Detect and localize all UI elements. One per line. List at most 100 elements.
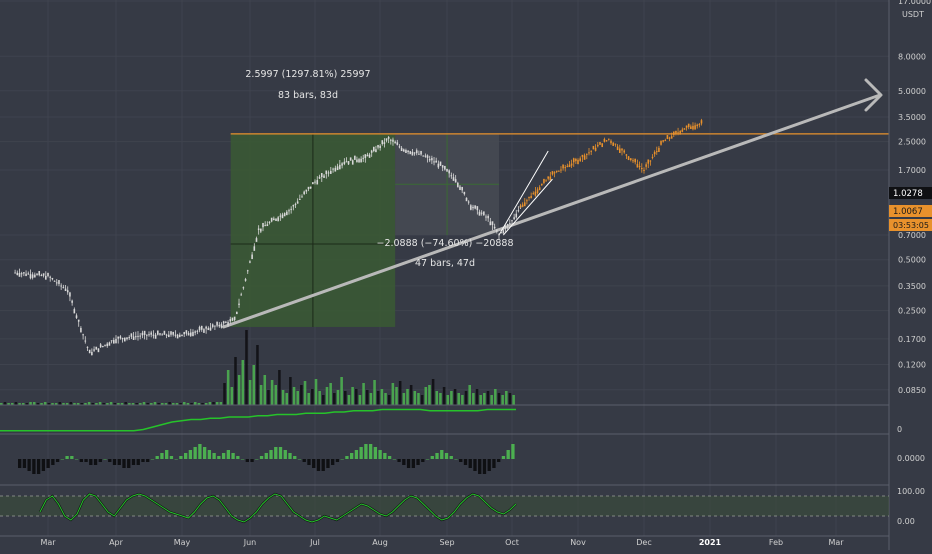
volume-bar-27 (98, 402, 102, 405)
macd-bar-23 (127, 459, 131, 468)
volume-bar-127 (464, 391, 468, 405)
volume-bar-24 (87, 402, 91, 405)
macd-bar-100 (492, 459, 496, 468)
candle-body-123 (283, 213, 286, 217)
time-tick-12: Mar (828, 538, 844, 547)
macd-bar-1 (22, 459, 27, 468)
candle-body-143 (327, 172, 330, 174)
candle-body-214 (480, 212, 483, 214)
projection-candle-body-19 (560, 169, 562, 171)
candle-body-81 (192, 331, 194, 337)
macd-bar-60 (302, 459, 306, 462)
projection-candle-body-8 (536, 189, 539, 193)
projection-candle-body-21 (564, 167, 567, 169)
candle-body-216 (485, 216, 487, 218)
volume-bar-13 (47, 403, 51, 405)
candle-body-114 (264, 225, 266, 227)
volume-bar-86 (314, 379, 318, 405)
candle-body-0 (14, 272, 16, 274)
candle-body-40 (102, 346, 104, 348)
candle-body-78 (185, 330, 188, 334)
macd-bar-42 (217, 456, 221, 459)
volume-bar-23 (84, 403, 87, 405)
macd-bar-87 (430, 456, 434, 459)
projection-candle-body-55 (638, 166, 641, 168)
volume-bar-93 (340, 377, 343, 405)
projection-candle-body-28 (579, 158, 581, 161)
volume-bar-67 (245, 330, 248, 405)
candle-body-110 (255, 238, 258, 242)
candle-body-31 (82, 334, 84, 336)
volume-bar-130 (475, 389, 479, 405)
projection-candle-body-7 (534, 191, 537, 196)
candle-body-12 (40, 274, 43, 276)
volume-bar-88 (322, 395, 325, 405)
macd-bar-58 (293, 456, 297, 459)
projection-candle-body-26 (575, 158, 577, 162)
volume-bar-1 (3, 402, 7, 405)
price-candles (14, 135, 522, 356)
candle-body-163 (370, 150, 373, 153)
volume-bar-100 (365, 390, 369, 405)
candle-body-102 (238, 303, 240, 305)
candle-body-4 (23, 272, 25, 274)
candle-body-17 (51, 277, 54, 280)
projection-candle-body-69 (668, 137, 671, 139)
candle-body-111 (257, 228, 260, 230)
volume-bar-49 (179, 403, 182, 405)
volume-bar-61 (223, 383, 226, 405)
projection-candle-body-81 (694, 125, 696, 130)
volume-bar-71 (259, 385, 263, 405)
macd-bar-93 (459, 459, 463, 462)
projection-candle-body-34 (592, 145, 595, 150)
projected-price-tag-bg (889, 205, 932, 217)
candle-body-204 (459, 186, 461, 191)
volume-bar-70 (256, 345, 259, 405)
projected-price-tag: 1.0067 (893, 207, 923, 217)
price-tick-6: 0.7000 (898, 231, 926, 240)
volume-bar-6 (21, 403, 25, 405)
candle-body-47 (117, 336, 119, 339)
candle-body-176 (398, 146, 401, 148)
volume-bar-25 (91, 403, 95, 405)
candle-body-198 (446, 168, 448, 172)
candle-body-202 (454, 179, 457, 183)
rsi-band (0, 496, 889, 516)
candle-body-87 (205, 326, 207, 329)
volume-bar-19 (69, 402, 73, 405)
time-tick-5: Aug (372, 538, 388, 547)
volume-bar-84 (307, 393, 310, 405)
volume-bar-45 (164, 403, 168, 405)
volume-bar-60 (219, 402, 223, 405)
projection-candle-body-11 (543, 178, 545, 184)
candle-body-147 (336, 166, 339, 171)
volume-bar-53 (193, 402, 197, 405)
time-tick-10: 2021 (699, 538, 722, 547)
macd-bar-8 (55, 459, 60, 462)
macd-bar-6 (46, 459, 50, 468)
candle-body-83 (196, 330, 199, 332)
macd-bar-84 (416, 459, 420, 465)
candle-body-46 (115, 338, 117, 344)
candle-body-67 (161, 334, 163, 336)
macd-bar-36 (188, 450, 193, 459)
candle-body-184 (415, 150, 418, 154)
macd-bar-76 (378, 450, 382, 459)
candle-body-220 (493, 226, 496, 229)
volume-bar-64 (234, 357, 237, 405)
candle-body-44 (110, 340, 113, 342)
volume-bar-18 (65, 403, 69, 405)
volume-bar-48 (175, 403, 179, 405)
candle-body-97 (227, 322, 229, 326)
macd-bar-94 (463, 459, 468, 465)
volume-bar-46 (168, 402, 171, 405)
candle-body-193 (435, 160, 437, 163)
macd-bar-102 (501, 456, 506, 459)
candle-body-122 (281, 214, 284, 219)
projection-candle-body-32 (588, 152, 590, 154)
candle-body-38 (97, 348, 100, 353)
candle-body-229 (513, 217, 515, 220)
candle-body-138 (316, 180, 319, 185)
candle-body-159 (362, 157, 365, 159)
